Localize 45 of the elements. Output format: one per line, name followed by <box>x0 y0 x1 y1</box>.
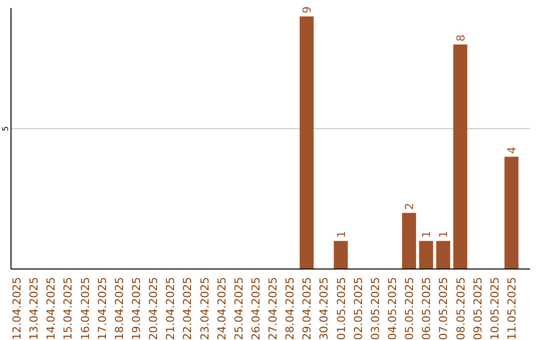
x-tick-label: 24.04.2025 <box>215 277 228 340</box>
data-label: 4 <box>505 146 518 154</box>
x-tick-label: 08.05.2025 <box>454 277 468 340</box>
bar <box>453 44 468 269</box>
x-tick-label: 07.05.2025 <box>437 277 450 340</box>
bar <box>504 156 518 269</box>
bar <box>419 240 434 269</box>
data-label: 2 <box>403 202 416 210</box>
x-tick-label: 25.04.2025 <box>232 277 246 340</box>
bar <box>436 240 450 269</box>
x-tick-label: 01.05.2025 <box>334 277 348 340</box>
x-tick-label: 14.04.2025 <box>44 277 58 340</box>
x-tick-label: 13.04.2025 <box>28 277 41 340</box>
y-tick-label: 5 <box>1 126 10 132</box>
x-tick-label: 23.04.2025 <box>198 277 212 340</box>
data-label: 8 <box>454 34 468 42</box>
x-tick-label: 18.04.2025 <box>112 277 126 340</box>
x-tick-label: 03.05.2025 <box>368 277 382 340</box>
x-tick-label: 17.04.2025 <box>96 277 109 340</box>
x-tick-label: 09.05.2025 <box>471 277 484 340</box>
x-tick-label: 28.04.2025 <box>284 277 297 340</box>
bar <box>300 16 314 269</box>
x-tick-label: 19.04.2025 <box>130 277 143 340</box>
x-tick-label: 29.04.2025 <box>300 277 314 340</box>
x-tick-label: 02.05.2025 <box>352 277 365 340</box>
data-label: 1 <box>420 230 434 238</box>
x-tick-label: 11.05.2025 <box>505 277 518 340</box>
x-tick-label: 20.04.2025 <box>147 277 160 340</box>
x-tick-label: 12.04.2025 <box>10 277 24 340</box>
x-tick-label: 15.04.2025 <box>62 277 75 340</box>
bar <box>402 212 416 269</box>
x-tick-label: 26.04.2025 <box>249 277 262 340</box>
data-label: 1 <box>437 230 450 238</box>
x-tick-label: 27.04.2025 <box>266 277 280 340</box>
x-tick-label: 21.04.2025 <box>164 277 178 340</box>
data-label: 9 <box>300 6 314 14</box>
x-tick-label: 16.04.2025 <box>78 277 92 340</box>
x-tick-label: 30.04.2025 <box>318 277 331 340</box>
x-tick-label: 10.05.2025 <box>488 277 502 340</box>
x-tick-label: 04.05.2025 <box>386 277 399 340</box>
bar <box>334 240 348 269</box>
x-tick-label: 22.04.2025 <box>181 277 194 340</box>
x-tick-label: 05.05.2025 <box>403 277 416 340</box>
x-tick-label: 06.05.2025 <box>420 277 434 340</box>
data-label: 1 <box>334 230 348 238</box>
